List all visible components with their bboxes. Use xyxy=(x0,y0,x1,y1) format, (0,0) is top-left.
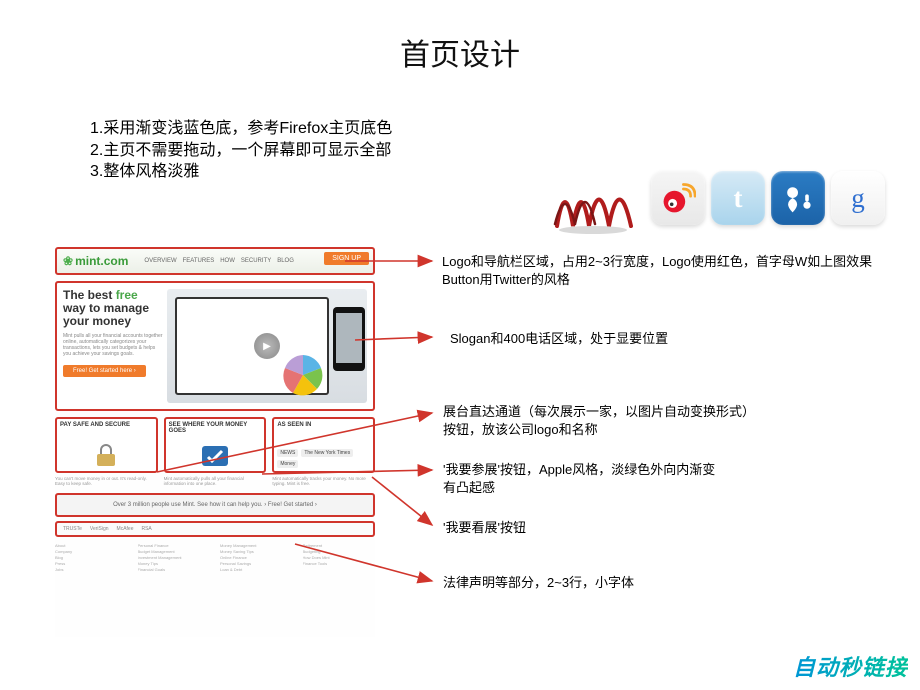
mock-brand: mint.com xyxy=(63,254,128,268)
mock-card-1: PAY SAFE AND SECURE xyxy=(55,417,158,473)
twitter-icon: t xyxy=(711,171,765,225)
annotation-2: Slogan和400电话区域，处于显要位置 xyxy=(450,330,668,348)
svg-text:g: g xyxy=(851,183,865,213)
watermark: 自动秒链接 xyxy=(793,650,908,682)
mock-subrow: You can't move money in or out. It's rea… xyxy=(55,476,375,487)
mock-topbar: mint.com OVERVIEW FEATURES HOW SECURITY … xyxy=(55,247,375,275)
mock-nav: OVERVIEW FEATURES HOW SECURITY BLOG xyxy=(144,258,294,264)
mock-hero-title: The best free way to manage your money xyxy=(63,289,163,329)
mock-phone xyxy=(333,307,365,371)
guideline-1: 1.采用渐变浅蓝色底，参考Firefox主页底色 xyxy=(90,118,392,140)
guideline-2: 2.主页不需要拖动，一个屏幕即可显示全部 xyxy=(90,140,392,162)
annotation-4: '我要参展'按钮，Apple风格，淡绿色外向内渐变有凸起感 xyxy=(443,461,715,496)
mock-feature-cards: PAY SAFE AND SECURE SEE WHERE YOUR MONEY… xyxy=(55,417,375,473)
annotation-6: 法律声明等部分，2~3行，小字体 xyxy=(443,574,634,592)
mock-card-3: AS SEEN IN NEWS The New York Times Money xyxy=(272,417,375,473)
google-icon: g xyxy=(831,171,885,225)
annotation-5: '我要看展'按钮 xyxy=(443,519,526,537)
mock-banner: Over 3 million people use Mint. See how … xyxy=(55,493,375,517)
mock-card-2: SEE WHERE YOUR MONEY GOES xyxy=(164,417,267,473)
mock-trust-badges: TRUSTe VeriSign McAfee RSA xyxy=(55,521,375,537)
mock-hero: The best free way to manage your money M… xyxy=(55,281,375,411)
annotation-1: Logo和导航栏区域，占用2~3行宽度，Logo使用红色，首字母W如上图效果Bu… xyxy=(442,253,872,288)
logo-w-sketch xyxy=(545,158,645,238)
svg-text:t: t xyxy=(734,183,743,213)
mock-hero-desc: Mint pulls all your financial accounts t… xyxy=(63,333,163,357)
homepage-mock: mint.com OVERVIEW FEATURES HOW SECURITY … xyxy=(55,247,375,637)
mock-pie-chart xyxy=(281,353,325,397)
mock-signup-button: SIGN UP xyxy=(324,252,369,265)
page-title: 首页设计 xyxy=(0,30,920,74)
mock-hero-cta: Free! Get started here › xyxy=(63,365,146,377)
mock-footer: AboutCompanyBlogPressJobs Personal Finan… xyxy=(55,543,375,573)
guideline-3: 3.整体风格淡雅 xyxy=(90,161,392,183)
social-icons-row: t g xyxy=(545,158,885,238)
design-guidelines: 1.采用渐变浅蓝色底，参考Firefox主页底色 2.主页不需要拖动，一个屏幕即… xyxy=(90,118,392,183)
arrow-5 xyxy=(372,477,432,525)
play-icon: ▶ xyxy=(254,333,280,359)
renren-icon xyxy=(771,171,825,225)
annotation-3: 展台直达通道（每次展示一家，以图片自动变换形式）按钮，放该公司logo和名称 xyxy=(443,403,755,438)
weibo-icon xyxy=(651,171,705,225)
